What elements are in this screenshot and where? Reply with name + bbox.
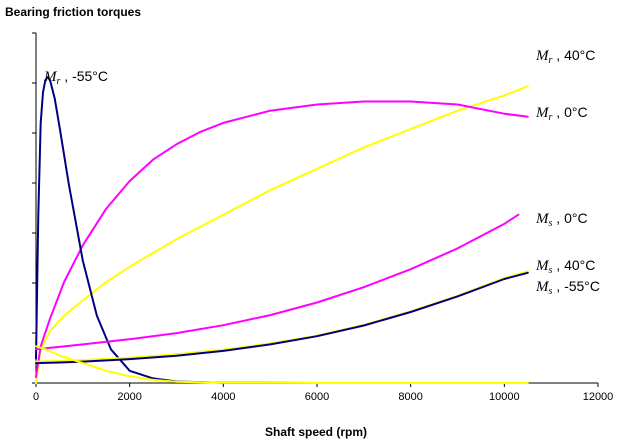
x-tick-label: 6000 [305,391,329,403]
series-layer [35,76,529,384]
curve-annotation: Ms , 0°C [535,210,588,229]
plot-axes [32,32,598,384]
curve-annotations: Mr , -55°C Mr , 40°C Mr , 0°C Ms , 0°C Ms , … [43,47,600,297]
series-line-3 [35,76,529,384]
x-tick-label: 0 [33,391,39,403]
x-tick-label: 10000 [489,391,520,403]
curve-annotation: Ms , 40°C [535,257,595,276]
series-line-4 [35,213,520,351]
curve-annotation: Ms , -55°C [535,278,600,297]
chart-title: Bearing friction torques [5,5,141,19]
x-tick-label: 2000 [117,391,141,403]
curve-annotation: Mr , -55°C [43,68,108,87]
series-line-2 [35,100,529,378]
x-tick-label: 8000 [398,391,422,403]
curve-annotation: Mr , 0°C [535,104,588,123]
x-tick-label: 12000 [583,391,614,403]
series-line-6 [35,271,529,365]
series-line-7 [35,345,529,384]
x-axis-label: Shaft speed (rpm) [265,425,367,439]
x-axis-ticks: 0 2000 4000 6000 8000 10000 12000 [33,383,613,403]
x-tick-label: 4000 [211,391,235,403]
series-line-1 [35,85,529,384]
curve-annotation: Mr , 40°C [535,47,595,66]
